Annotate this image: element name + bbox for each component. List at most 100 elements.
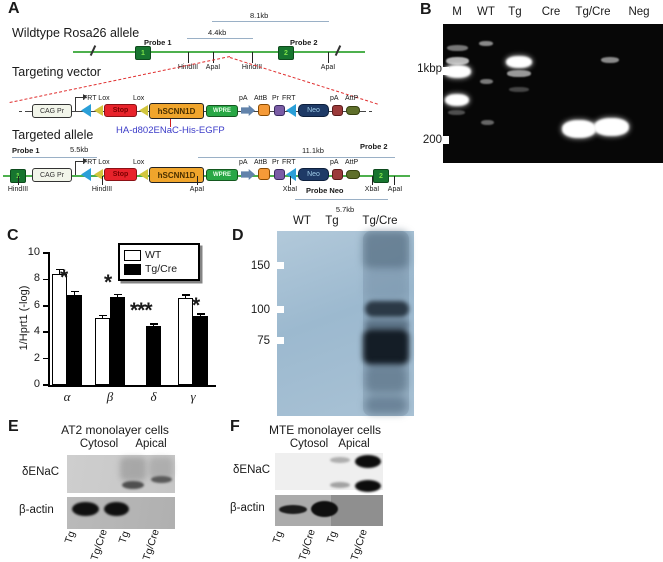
- gel-band: [445, 94, 469, 106]
- chart-axis: [48, 385, 216, 387]
- chart-star: ***: [130, 299, 153, 322]
- chart-err: [58, 269, 61, 276]
- chart-bar: [146, 326, 161, 385]
- site-apai: ApaI: [205, 64, 221, 71]
- panelE-antibody-bactin: β-actin: [19, 504, 54, 516]
- blotD-marker-75: 75: [257, 335, 270, 347]
- fragment-line-5-5kb: [12, 157, 97, 158]
- lox-site-triangle: [94, 105, 103, 116]
- fragment-line-8-1kb: [212, 21, 329, 22]
- site-hindiii: HindIII: [241, 64, 263, 71]
- restriction-tick: [394, 176, 396, 185]
- site-apai: ApaI: [189, 186, 205, 193]
- panel-b-label: B: [420, 1, 432, 18]
- chart-bar: [178, 297, 193, 385]
- gel-band: [479, 41, 493, 46]
- panel-a-label: A: [8, 0, 20, 17]
- chart-star: *: [104, 271, 112, 294]
- western-blot-image: [277, 231, 414, 416]
- panelF-lane-tgcre-1: Tg/Cre: [296, 527, 318, 562]
- targeting-vector-title: Targeting vector: [12, 65, 101, 79]
- polya-box: [332, 169, 343, 180]
- blot-smear: [365, 319, 409, 331]
- attp-box: [346, 106, 360, 115]
- chart-err: [196, 313, 205, 315]
- chart-bar: [193, 316, 208, 385]
- gel-lane-neg: Neg: [628, 6, 650, 18]
- panelF-lane-tg-2: Tg: [324, 529, 340, 545]
- vector-line-dash: [363, 111, 372, 112]
- blotD-lane-tgcre: Tg/Cre: [362, 215, 398, 227]
- chart-err: [113, 293, 122, 296]
- site-hindiii: HindIII: [7, 186, 29, 193]
- chart-err: [98, 314, 107, 317]
- gel-lane-m: M: [452, 6, 462, 18]
- chart-ticklab: 10: [27, 246, 40, 258]
- gel-lane-tg: Tg: [508, 6, 522, 18]
- probe-neo-line: [295, 199, 388, 200]
- pr-label: Pr: [272, 159, 279, 166]
- attb-box: [258, 168, 270, 180]
- blot-smear: [365, 365, 407, 393]
- restriction-tick: [102, 176, 104, 185]
- attp-label: AttP: [345, 159, 359, 166]
- gel-band: [506, 56, 532, 68]
- probe1-label: Probe 1: [144, 38, 172, 47]
- gel-band: [507, 70, 531, 77]
- restriction-tick: [290, 176, 292, 185]
- frt-lox-label: FRT Lox: [83, 95, 110, 102]
- gel-band: [480, 79, 493, 84]
- targeted-allele-title: Targeted allele: [12, 128, 94, 142]
- chart-axis: [43, 252, 50, 254]
- chart-xcat: α: [63, 389, 71, 404]
- chart-err: [199, 314, 202, 318]
- site-apai: ApaI: [387, 186, 403, 193]
- targeting-vector-construct: FRT Lox Lox pA AttB Pr FRT pA AttP CAG P…: [0, 94, 663, 135]
- panelE-title: AT2 monolayer cells: [61, 423, 169, 437]
- restriction-tick: [252, 52, 254, 63]
- restriction-tick: [328, 52, 330, 63]
- panelF-lane-tgcre-2: Tg/Cre: [348, 527, 370, 562]
- panel-c-label: C: [7, 227, 19, 244]
- hscnn1d-box: hSCNN1D: [149, 103, 204, 119]
- chart-err: [181, 294, 190, 296]
- wb-band: [122, 481, 144, 489]
- gel-band: [594, 118, 629, 136]
- wb-band: [330, 457, 350, 463]
- chart-axis: [43, 305, 50, 307]
- attp-box: [346, 170, 360, 179]
- fragment-size-11-1kb: 11.1kb: [302, 146, 324, 155]
- fragment-size-8-1kb: 8.1kb: [250, 11, 269, 20]
- stop-cassette-box: Stop: [104, 168, 137, 181]
- blotD-marker-100: 100: [250, 304, 270, 316]
- gel-lane-cre: Cre: [541, 6, 561, 18]
- gel-band: [562, 120, 596, 138]
- frt-site-triangle: [286, 104, 296, 117]
- panel-d-label: D: [232, 227, 244, 244]
- panelE-fraction-cytosol: Cytosol: [79, 438, 119, 450]
- wb-band: [151, 476, 172, 483]
- panelF-title: MTE monolayer cells: [268, 423, 382, 437]
- restriction-tick: [18, 176, 20, 185]
- chart-xcat: δ: [150, 389, 157, 404]
- panelF-antibody-bactin: β-actin: [230, 502, 265, 514]
- blot-band-75: [363, 329, 409, 365]
- frt-site-triangle: [81, 104, 91, 117]
- chart-axis: [43, 278, 50, 281]
- chart-star: *: [192, 294, 200, 317]
- gel-lane-tgcre: Tg/Cre: [575, 6, 611, 18]
- chart-bar: [67, 295, 82, 385]
- chart-legend: WT Tg/Cre: [118, 243, 200, 281]
- attb-box: [258, 104, 270, 116]
- panelE-fraction-apical: Apical: [135, 438, 167, 450]
- chart-axis: [43, 357, 50, 360]
- fragment-line-4-4kb: [187, 38, 253, 39]
- blot-marker-tick: [277, 337, 284, 344]
- pa-label: pA: [239, 95, 248, 102]
- attp-label: AttP: [345, 95, 359, 102]
- legend-swatch: [124, 249, 141, 261]
- panelE-lane-tgcre-2: Tg/Cre: [140, 527, 162, 562]
- chart-err: [116, 294, 119, 299]
- wb-band: [311, 501, 338, 517]
- wb-smear: [149, 457, 173, 479]
